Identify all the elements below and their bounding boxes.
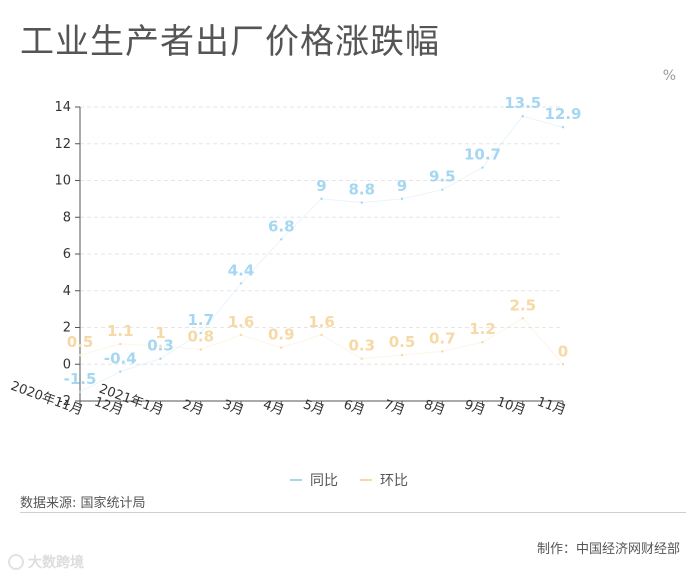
data-label: -1.5 — [64, 370, 97, 388]
y-tick-label: 2 — [63, 321, 71, 336]
data-label: 0.5 — [389, 333, 416, 351]
data-point — [78, 390, 82, 394]
data-label: 2.5 — [509, 296, 536, 314]
data-point — [400, 197, 404, 201]
y-tick-label: 0 — [63, 357, 71, 372]
unit-label: % — [662, 68, 676, 84]
watermark-text: 大数跨境 — [28, 555, 84, 571]
data-label: 4.4 — [228, 261, 255, 279]
legend-label-yoy: 同比 — [310, 473, 338, 489]
data-point — [521, 317, 524, 320]
data-point — [159, 357, 162, 360]
data-source: 数据来源: 国家统计局 — [20, 496, 146, 511]
y-tick-label: -2 — [58, 394, 71, 409]
x-tick-label: 7月 — [382, 397, 407, 418]
data-point — [320, 197, 323, 201]
x-tick-label: 4月 — [261, 397, 286, 418]
data-label: 1 — [155, 324, 165, 342]
x-tick-label: 11月 — [535, 395, 568, 419]
data-point — [481, 166, 484, 169]
x-tick-label: 3月 — [221, 397, 246, 418]
data-label: 9 — [316, 177, 326, 195]
credit-text: 制作：中国经济网财经部 — [536, 542, 680, 557]
watermark: 大数跨境 — [8, 552, 84, 572]
data-point — [561, 126, 565, 129]
data-label: 8.8 — [348, 181, 375, 199]
data-point — [400, 353, 404, 357]
data-label: 1.6 — [308, 313, 335, 331]
data-label: 1.2 — [469, 320, 496, 338]
data-point — [280, 238, 283, 241]
x-tick-label: 5月 — [301, 397, 326, 418]
legend-item-yoy[interactable]: 同比 — [290, 470, 338, 490]
data-label: 0.8 — [187, 328, 214, 346]
data-label: 9 — [397, 177, 407, 195]
data-point — [119, 370, 122, 373]
data-label: 1.6 — [228, 313, 255, 331]
legend-label-mom: 环比 — [380, 473, 408, 489]
watermark-logo-icon — [8, 554, 24, 570]
data-label: 6.8 — [268, 217, 295, 235]
data-label: 10.7 — [464, 146, 501, 164]
x-tick-label: 6月 — [341, 397, 366, 418]
y-tick-label: 14 — [54, 100, 71, 115]
data-label: 0.5 — [67, 333, 94, 351]
y-tick-label: 8 — [63, 210, 71, 225]
legend-swatch-yoy — [290, 479, 302, 481]
data-label: 0.3 — [348, 337, 375, 355]
data-point — [481, 341, 484, 344]
data-label: 9.5 — [429, 168, 456, 186]
data-label: 12.9 — [544, 105, 581, 123]
y-tick-label: 4 — [63, 284, 71, 299]
legend-swatch-mom — [360, 479, 372, 481]
data-point — [159, 344, 162, 348]
data-label: -0.4 — [104, 350, 137, 368]
data-label: 0.9 — [268, 326, 295, 344]
data-point — [78, 353, 82, 357]
data-point — [239, 282, 243, 285]
data-point — [320, 333, 323, 337]
data-label: 0.7 — [429, 329, 456, 347]
x-tick-label: 10月 — [495, 395, 528, 419]
data-point — [360, 201, 363, 204]
data-point — [280, 346, 283, 349]
legend-item-mom[interactable]: 环比 — [360, 470, 408, 490]
legend: 同比 环比 — [290, 470, 408, 490]
data-point — [199, 331, 202, 335]
data-point — [119, 342, 122, 346]
y-tick-label: 12 — [54, 137, 71, 152]
chart-title: 工业生产者出厂价格涨跌幅 — [20, 22, 440, 62]
x-tick-label: 8月 — [422, 397, 447, 418]
divider — [20, 512, 686, 513]
data-point — [441, 188, 444, 191]
y-tick-label: 10 — [54, 174, 71, 189]
data-point — [521, 114, 524, 118]
data-label: 13.5 — [504, 94, 541, 112]
data-point — [441, 350, 444, 353]
data-point — [561, 363, 565, 366]
data-point — [239, 333, 243, 337]
data-label: 0 — [558, 342, 568, 360]
data-label: 1.7 — [187, 311, 214, 329]
x-tick-label: 9月 — [462, 397, 487, 418]
data-point — [360, 357, 363, 360]
y-tick-label: 6 — [63, 247, 71, 262]
data-point — [199, 348, 202, 351]
data-label: 1.1 — [107, 322, 134, 340]
x-tick-label: 2月 — [180, 397, 205, 418]
